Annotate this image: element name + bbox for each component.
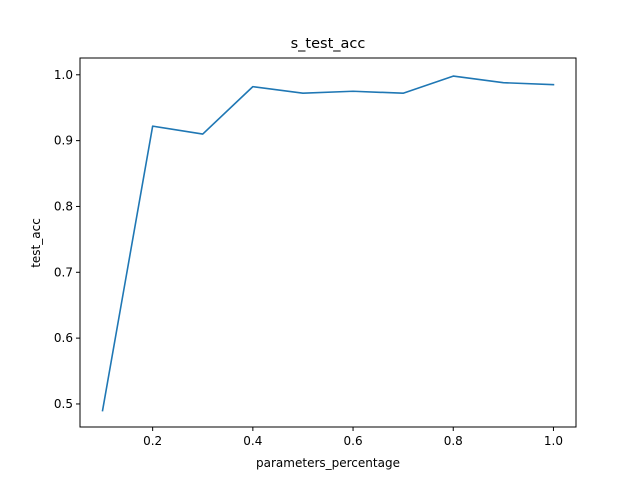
x-tick-label: 0.4 [243,434,262,448]
y-tick-label: 0.5 [54,397,73,411]
y-tick-label: 1.0 [54,68,73,82]
plot-area [103,76,554,410]
y-axis-label: test_acc [29,218,43,268]
y-tick-label: 0.9 [54,134,73,148]
chart-title: s_test_acc [291,36,366,52]
y-tick-label: 0.7 [54,265,73,279]
x-tick-label: 1.0 [544,434,563,448]
y-tick-label: 0.8 [54,199,73,213]
x-tick-label: 0.2 [143,434,162,448]
x-tick-label: 0.8 [444,434,463,448]
x-axis-label: parameters_percentage [256,456,400,470]
series-line-0 [103,76,554,410]
axes: 0.2 0.4 0.6 0.8 1.0 0.5 0.6 0.7 0.8 0.9 1.0 [54,58,576,448]
axes-frame [80,58,576,427]
x-tick-label: 0.6 [344,434,363,448]
y-tick-label: 0.6 [54,331,73,345]
